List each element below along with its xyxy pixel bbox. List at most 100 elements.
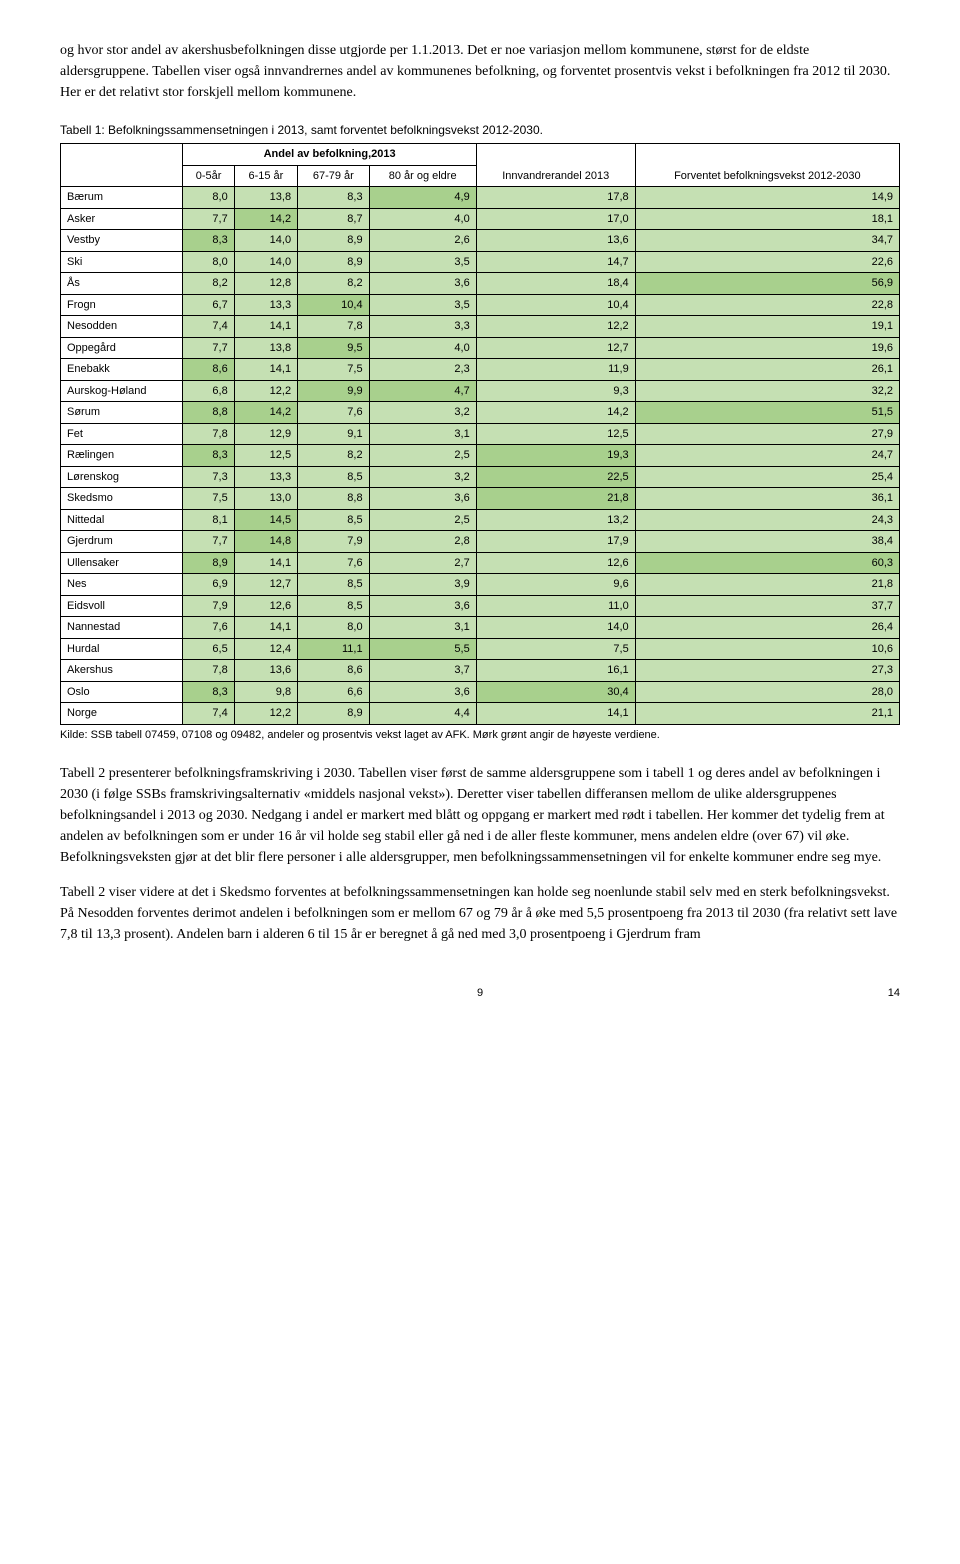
table-cell: 14,1 <box>234 316 297 338</box>
table-row: Ski8,014,08,93,514,722,6 <box>61 251 900 273</box>
table-cell: 14,1 <box>476 703 635 725</box>
table-row: Fet7,812,99,13,112,527,9 <box>61 423 900 445</box>
row-label: Sørum <box>61 402 183 424</box>
table-cell: 12,2 <box>234 703 297 725</box>
table-cell: 3,7 <box>369 660 476 682</box>
table-cell: 9,5 <box>298 337 370 359</box>
table-row: Rælingen8,312,58,22,519,324,7 <box>61 445 900 467</box>
table-cell: 8,9 <box>298 251 370 273</box>
table-cell: 3,1 <box>369 423 476 445</box>
table-cell: 36,1 <box>635 488 899 510</box>
table-cell: 6,7 <box>183 294 234 316</box>
row-label: Aurskog-Høland <box>61 380 183 402</box>
table-row: Nannestad7,614,18,03,114,026,4 <box>61 617 900 639</box>
table-cell: 2,6 <box>369 230 476 252</box>
table-row: Aurskog-Høland6,812,29,94,79,332,2 <box>61 380 900 402</box>
table-cell: 3,5 <box>369 251 476 273</box>
table-cell: 6,8 <box>183 380 234 402</box>
table-cell: 7,5 <box>183 488 234 510</box>
table-cell: 8,2 <box>298 273 370 295</box>
table-cell: 8,1 <box>183 509 234 531</box>
row-label: Frogn <box>61 294 183 316</box>
table-cell: 7,8 <box>298 316 370 338</box>
table-cell: 7,6 <box>298 552 370 574</box>
header-group: Andel av befolkning,2013 <box>183 144 476 166</box>
table-row: Asker7,714,28,74,017,018,1 <box>61 208 900 230</box>
intro-paragraph: og hvor stor andel av akershusbefolkning… <box>60 40 900 103</box>
row-label: Oslo <box>61 681 183 703</box>
table-row: Norge7,412,28,94,414,121,1 <box>61 703 900 725</box>
table-cell: 19,3 <box>476 445 635 467</box>
table-cell: 21,8 <box>635 574 899 596</box>
table-cell: 13,0 <box>234 488 297 510</box>
table-cell: 2,8 <box>369 531 476 553</box>
table-cell: 21,1 <box>635 703 899 725</box>
table-row: Gjerdrum7,714,87,92,817,938,4 <box>61 531 900 553</box>
table-row: Lørenskog7,313,38,53,222,525,4 <box>61 466 900 488</box>
table-cell: 8,2 <box>298 445 370 467</box>
table-cell: 9,9 <box>298 380 370 402</box>
table-cell: 7,6 <box>183 617 234 639</box>
table-cell: 27,9 <box>635 423 899 445</box>
population-table: Andel av befolkning,2013 Innvandrerandel… <box>60 143 900 725</box>
table-cell: 56,9 <box>635 273 899 295</box>
table-cell: 3,6 <box>369 595 476 617</box>
table-cell: 13,6 <box>234 660 297 682</box>
row-label: Asker <box>61 208 183 230</box>
table-cell: 14,2 <box>234 208 297 230</box>
table-cell: 24,7 <box>635 445 899 467</box>
table-cell: 11,9 <box>476 359 635 381</box>
table-cell: 8,3 <box>183 681 234 703</box>
table-cell: 21,8 <box>476 488 635 510</box>
table-cell: 8,9 <box>183 552 234 574</box>
table-cell: 12,2 <box>476 316 635 338</box>
row-label: Vestby <box>61 230 183 252</box>
table-row: Akershus7,813,68,63,716,127,3 <box>61 660 900 682</box>
table-cell: 8,0 <box>298 617 370 639</box>
table-cell: 34,7 <box>635 230 899 252</box>
table-cell: 7,7 <box>183 337 234 359</box>
table-cell: 6,5 <box>183 638 234 660</box>
table-cell: 17,9 <box>476 531 635 553</box>
table-row: Vestby8,314,08,92,613,634,7 <box>61 230 900 252</box>
table-cell: 8,5 <box>298 466 370 488</box>
header-immigrant: Innvandrerandel 2013 <box>476 144 635 187</box>
table-source-note: Kilde: SSB tabell 07459, 07108 og 09482,… <box>60 727 900 744</box>
header-growth: Forventet befolkningsvekst 2012-2030 <box>635 144 899 187</box>
table-cell: 4,7 <box>369 380 476 402</box>
table-cell: 3,3 <box>369 316 476 338</box>
table-cell: 13,3 <box>234 466 297 488</box>
table-row: Nes6,912,78,53,99,621,8 <box>61 574 900 596</box>
table-cell: 6,9 <box>183 574 234 596</box>
table-cell: 3,5 <box>369 294 476 316</box>
table-cell: 60,3 <box>635 552 899 574</box>
table-cell: 4,4 <box>369 703 476 725</box>
table-cell: 8,6 <box>183 359 234 381</box>
table-cell: 14,0 <box>234 230 297 252</box>
body-paragraph-2: Tabell 2 presenterer befolkningsframskri… <box>60 763 900 868</box>
table-cell: 11,1 <box>298 638 370 660</box>
table-cell: 14,2 <box>476 402 635 424</box>
table-cell: 2,5 <box>369 445 476 467</box>
table-cell: 22,6 <box>635 251 899 273</box>
table-cell: 7,3 <box>183 466 234 488</box>
table-cell: 7,7 <box>183 208 234 230</box>
table-cell: 12,6 <box>234 595 297 617</box>
table-cell: 14,0 <box>476 617 635 639</box>
table-row: Frogn6,713,310,43,510,422,8 <box>61 294 900 316</box>
header-age-67-79: 67-79 år <box>298 165 370 187</box>
row-label: Ski <box>61 251 183 273</box>
table-cell: 8,9 <box>298 703 370 725</box>
table-cell: 26,4 <box>635 617 899 639</box>
table-cell: 17,8 <box>476 187 635 209</box>
table-cell: 8,3 <box>298 187 370 209</box>
table-cell: 2,5 <box>369 509 476 531</box>
row-label: Gjerdrum <box>61 531 183 553</box>
table-cell: 19,1 <box>635 316 899 338</box>
table-cell: 4,0 <box>369 337 476 359</box>
table-row: Skedsmo7,513,08,83,621,836,1 <box>61 488 900 510</box>
page-number: 9 14 <box>60 985 900 1007</box>
table-cell: 3,6 <box>369 273 476 295</box>
table-cell: 4,9 <box>369 187 476 209</box>
table-cell: 7,4 <box>183 703 234 725</box>
